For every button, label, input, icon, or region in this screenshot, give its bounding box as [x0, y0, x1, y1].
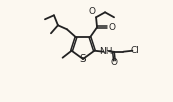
- Text: S: S: [80, 54, 86, 64]
- Text: Cl: Cl: [131, 46, 140, 55]
- Text: NH: NH: [99, 47, 113, 56]
- Text: O: O: [89, 7, 95, 16]
- Text: O: O: [109, 23, 116, 32]
- Text: O: O: [111, 58, 118, 67]
